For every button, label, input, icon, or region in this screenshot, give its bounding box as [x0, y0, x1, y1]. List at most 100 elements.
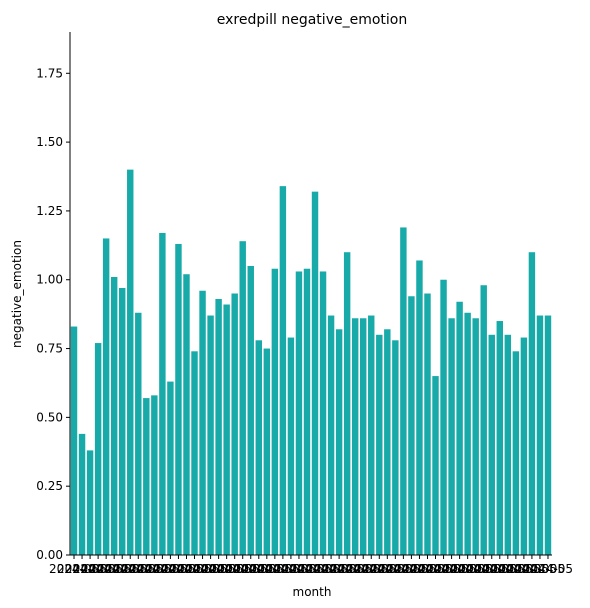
- x-axis-ticks: 2024-052024-052024-052024-052024-052024-…: [49, 555, 573, 576]
- bar: [119, 287, 126, 555]
- x-tick-label: 2024-05: [451, 562, 501, 576]
- x-tick-label: 2024-05: [218, 562, 268, 576]
- bar: [472, 318, 479, 555]
- bar: [223, 304, 230, 555]
- x-tick-label: 2024-05: [73, 562, 123, 576]
- bar: [215, 299, 222, 555]
- x-tick-label: 2024-05: [234, 562, 284, 576]
- x-tick-label: 2024-05: [57, 562, 107, 576]
- bar: [432, 376, 439, 555]
- bar: [392, 340, 399, 555]
- bar: [255, 340, 262, 555]
- bar: [239, 241, 246, 555]
- x-tick-label: 2024-05: [499, 562, 549, 576]
- x-tick-label: 2024-05: [435, 562, 485, 576]
- x-tick-label: 2024-05: [161, 562, 211, 576]
- bar: [440, 279, 447, 555]
- x-tick-label: 2024-05: [354, 562, 404, 576]
- x-tick-label: 2024-05: [314, 562, 364, 576]
- bar: [295, 271, 303, 555]
- x-tick-label: 2024-05: [523, 562, 573, 576]
- x-tick-label: 2024-05: [394, 562, 444, 576]
- bar: [78, 433, 86, 555]
- bar: [496, 321, 503, 555]
- bar: [335, 329, 343, 555]
- x-tick-label: 2024-05: [274, 562, 324, 576]
- bars-group: [70, 169, 552, 556]
- x-tick-label: 2024-05: [418, 562, 468, 576]
- x-tick-label: 2024-05: [250, 562, 300, 576]
- bar: [448, 318, 455, 555]
- x-tick-label: 2024-05: [177, 562, 227, 576]
- x-tick-label: 2024-05: [386, 562, 436, 576]
- x-tick-label: 2024-05: [475, 562, 525, 576]
- bar: [102, 238, 110, 555]
- bar: [512, 351, 520, 555]
- x-tick-label: 2024-05: [515, 562, 565, 576]
- bar: [416, 260, 423, 555]
- x-tick-label: 2024-05: [65, 562, 115, 576]
- bar: [271, 268, 279, 555]
- bar: [480, 285, 487, 555]
- x-tick-label: 2024-05: [258, 562, 308, 576]
- bar: [159, 232, 166, 555]
- bar: [319, 271, 327, 555]
- x-tick-label: 2024-05: [378, 562, 428, 576]
- x-tick-label: 2024-05: [290, 562, 340, 576]
- y-tick-label: 1.25: [36, 204, 63, 218]
- bar: [143, 398, 150, 555]
- bar: [536, 315, 544, 555]
- x-tick-label: 2024-05: [402, 562, 452, 576]
- chart-title: exredpill negative_emotion: [217, 12, 407, 28]
- x-tick-label: 2024-05: [129, 562, 179, 576]
- x-tick-label: 2024-05: [362, 562, 412, 576]
- bar: [456, 301, 463, 555]
- bar: [368, 315, 375, 555]
- bar: [231, 293, 238, 555]
- bar: [343, 252, 351, 556]
- bar: [488, 334, 495, 555]
- x-tick-label: 2024-05: [370, 562, 420, 576]
- x-tick-label: 2024-05: [483, 562, 533, 576]
- x-tick-label: 2024-05: [113, 562, 163, 576]
- x-tick-label: 2024-05: [169, 562, 219, 576]
- x-tick-label: 2024-05: [467, 562, 517, 576]
- bar: [151, 395, 158, 555]
- x-tick-label: 2024-05: [210, 562, 260, 576]
- bar: [400, 227, 407, 556]
- bar: [360, 318, 367, 555]
- x-tick-label: 2024-05: [410, 562, 460, 576]
- x-tick-label: 2024-05: [346, 562, 396, 576]
- bar: [263, 348, 271, 555]
- x-tick-label: 2024-05: [282, 562, 332, 576]
- bar: [135, 312, 142, 555]
- bar: [528, 252, 536, 556]
- bar: [247, 265, 254, 555]
- x-tick-label: 2024-05: [105, 562, 155, 576]
- bar: [376, 334, 383, 555]
- x-tick-label: 2024-05: [459, 562, 509, 576]
- y-tick-label: 0.25: [36, 479, 63, 493]
- bar: [127, 169, 134, 555]
- x-tick-label: 2024-05: [153, 562, 203, 576]
- x-tick-label: 2024-05: [137, 562, 187, 576]
- y-tick-label: 1.00: [36, 273, 63, 287]
- x-tick-label: 2024-05: [443, 562, 493, 576]
- x-axis-label: month: [293, 585, 332, 599]
- x-tick-label: 2024-05: [298, 562, 348, 576]
- bar: [311, 191, 319, 555]
- bar: [384, 329, 391, 555]
- bar: [520, 337, 528, 555]
- bar: [408, 296, 415, 555]
- x-tick-label: 2024-05: [145, 562, 195, 576]
- x-tick-label: 2024-05: [121, 562, 171, 576]
- y-tick-label: 0.75: [36, 342, 63, 356]
- bar: [424, 293, 431, 555]
- x-tick-label: 2024-05: [242, 562, 292, 576]
- x-tick-label: 2024-05: [427, 562, 477, 576]
- bar: [279, 186, 287, 555]
- bar: [94, 343, 102, 555]
- x-tick-label: 2024-05: [338, 562, 388, 576]
- bar: [351, 318, 359, 555]
